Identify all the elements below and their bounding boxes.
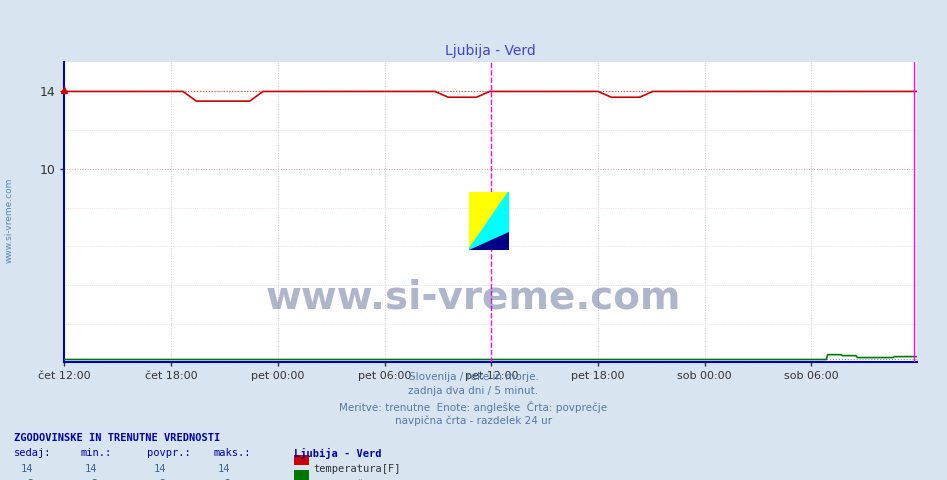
Polygon shape [469,192,509,250]
Text: www.si-vreme.com: www.si-vreme.com [266,278,681,317]
Text: ZGODOVINSKE IN TRENUTNE VREDNOSTI: ZGODOVINSKE IN TRENUTNE VREDNOSTI [14,433,221,443]
Text: 14: 14 [218,464,230,474]
Text: temperatura[F]: temperatura[F] [313,464,401,474]
Text: sedaj:: sedaj: [14,448,52,458]
Polygon shape [469,232,509,250]
Text: www.si-vreme.com: www.si-vreme.com [5,178,14,264]
Text: Slovenija / reke in morje.: Slovenija / reke in morje. [408,372,539,382]
Text: 2: 2 [91,479,98,480]
Text: 2: 2 [159,479,166,480]
Text: Ljubija - Verd: Ljubija - Verd [294,448,381,459]
Text: Meritve: trenutne  Enote: angleške  Črta: povprečje: Meritve: trenutne Enote: angleške Črta: … [339,401,608,413]
Text: 14: 14 [21,464,33,474]
Title: Ljubija - Verd: Ljubija - Verd [445,45,536,59]
Polygon shape [469,192,509,250]
Text: maks.:: maks.: [213,448,251,458]
Text: min.:: min.: [80,448,112,458]
Text: zadnja dva dni / 5 minut.: zadnja dva dni / 5 minut. [408,386,539,396]
Text: 14: 14 [153,464,166,474]
Text: 2: 2 [223,479,230,480]
Text: povpr.:: povpr.: [147,448,190,458]
Text: pretok[čevelj3/min]: pretok[čevelj3/min] [313,479,432,480]
Text: navpična črta - razdelek 24 ur: navpična črta - razdelek 24 ur [395,415,552,426]
Text: 2: 2 [27,479,33,480]
Text: 14: 14 [85,464,98,474]
